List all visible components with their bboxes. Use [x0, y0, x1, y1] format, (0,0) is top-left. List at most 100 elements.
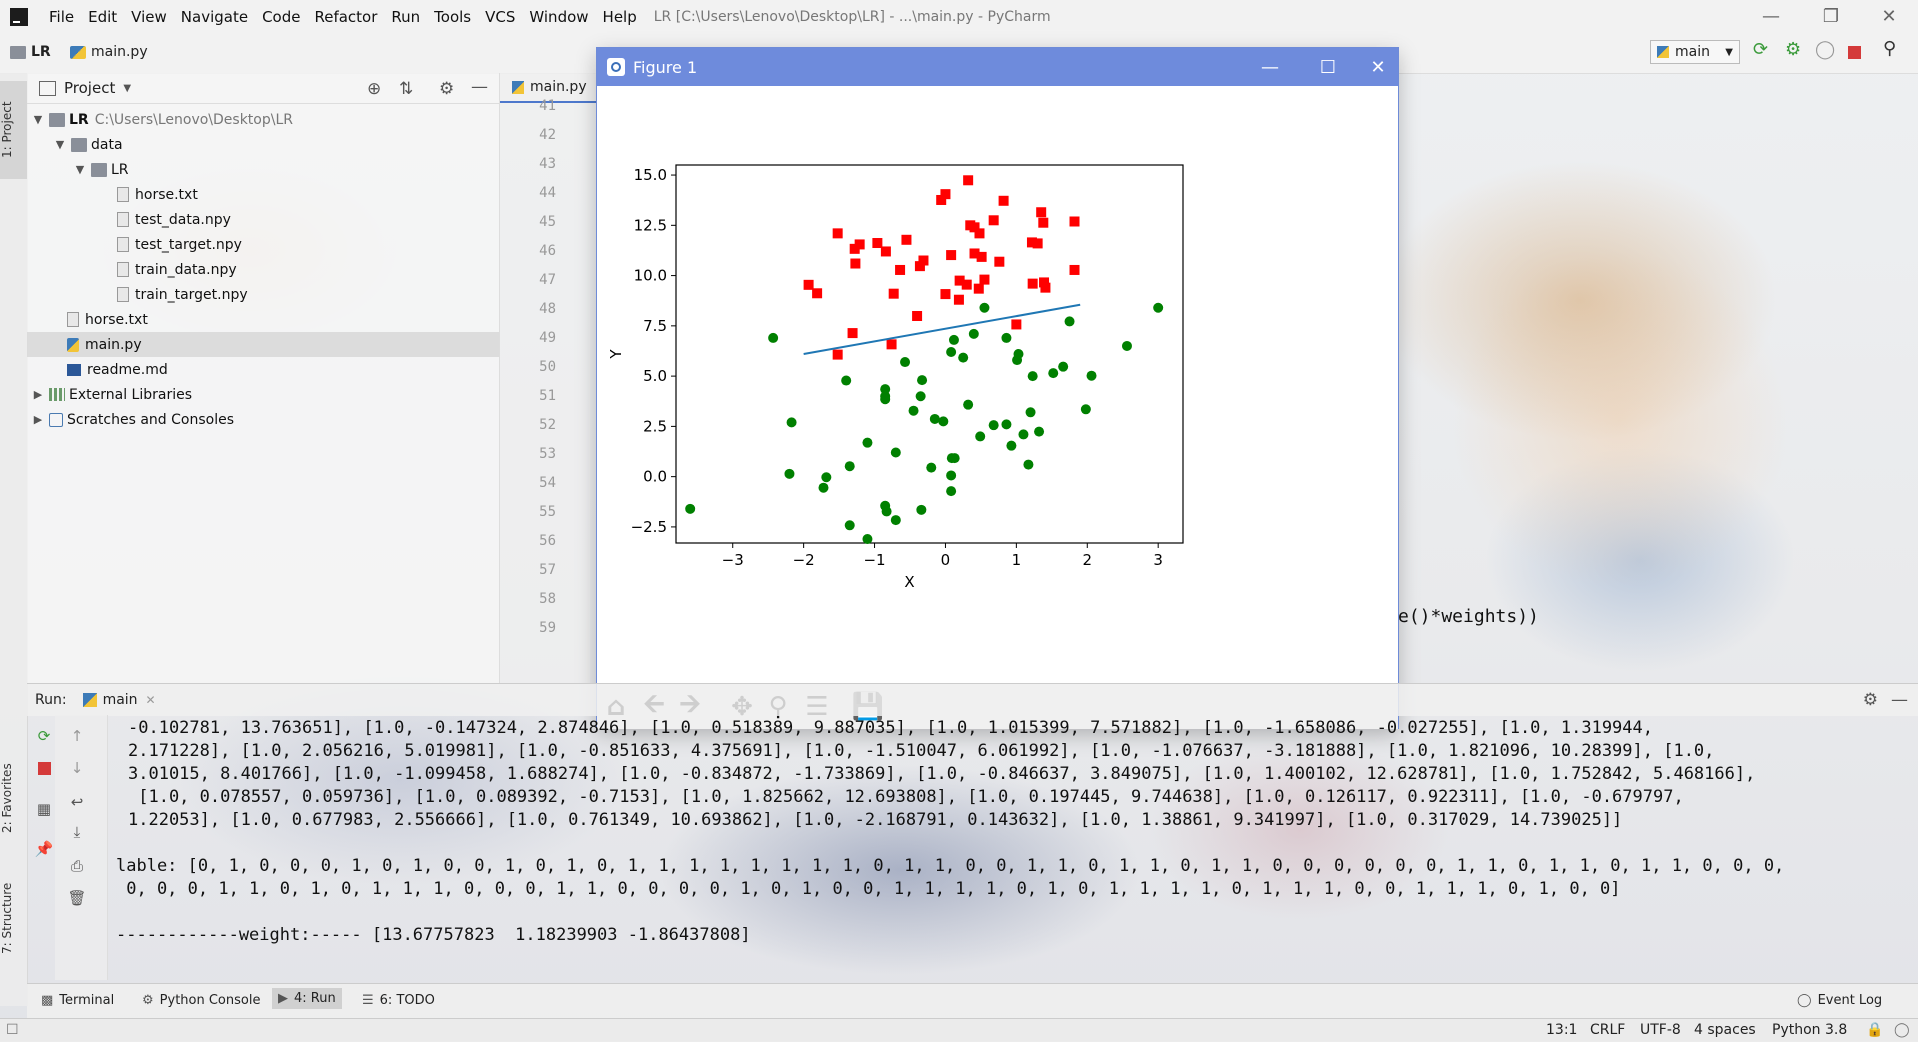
figure-title-bar[interactable]: Figure 1 — ☐ ✕ — [597, 48, 1398, 86]
scroll-to-end-icon[interactable]: ⤓ — [73, 823, 81, 841]
rerun-icon[interactable]: ⟳ — [37, 727, 51, 745]
minimize-button[interactable]: — — [1762, 6, 1780, 27]
editor-tab-label: main.py — [530, 79, 587, 95]
stop-icon[interactable] — [34, 759, 54, 777]
tree-item-label: horse.txt — [135, 186, 198, 203]
project-panel-title[interactable]: Project — [64, 79, 116, 97]
tree-item-horse-txt-nested[interactable]: horse.txt — [117, 182, 198, 207]
tab-python-console[interactable]: ⚙ Python Console — [142, 993, 260, 1008]
search-icon[interactable]: ⚲ — [1883, 38, 1897, 59]
python-console-icon: ⚙ — [142, 993, 154, 1008]
caret-position[interactable]: 13:1 — [1546, 1022, 1578, 1038]
down-arrow-icon[interactable]: ↓ — [70, 759, 84, 777]
menu-refactor[interactable]: Refactor — [314, 7, 378, 26]
green-circle-point — [1027, 371, 1038, 382]
tree-item-main-py[interactable]: main.py — [27, 332, 499, 357]
menu-edit[interactable]: Edit — [88, 7, 118, 26]
notifications-icon[interactable]: ◯ — [1894, 1022, 1910, 1038]
green-circle-point — [900, 357, 911, 368]
rerun-icon[interactable]: ⟳ — [1753, 39, 1769, 60]
layout-toggle-icon[interactable]: ☐ — [6, 1022, 19, 1038]
event-log-button[interactable]: ◯ Event Log — [1797, 993, 1882, 1008]
locate-icon[interactable]: ⊕ — [367, 79, 382, 99]
tab-label: Terminal — [59, 993, 115, 1008]
tree-item-train-data[interactable]: train_data.npy — [117, 257, 237, 282]
code-fragment[interactable]: e()*weights)) — [1398, 606, 1539, 627]
npy-file-icon — [117, 212, 129, 227]
run-tab-main[interactable]: main — [102, 692, 138, 708]
menu-view[interactable]: View — [131, 7, 167, 26]
breadcrumb-project[interactable]: LR — [10, 44, 51, 60]
green-circle-point — [685, 503, 696, 514]
y-tick-label: 5.0 — [643, 367, 667, 385]
editor-tab-main-py[interactable]: main.py — [500, 73, 600, 103]
green-circle-point — [786, 417, 797, 428]
tab-run[interactable]: ▶ 4: Run — [272, 988, 342, 1009]
menu-navigate[interactable]: Navigate — [180, 7, 249, 26]
layout-icon[interactable]: ▦ — [36, 800, 52, 818]
tree-item-train-target[interactable]: train_target.npy — [117, 282, 248, 307]
y-tick-label: 7.5 — [643, 317, 667, 335]
line-separator[interactable]: CRLF — [1590, 1022, 1626, 1038]
menu-tools[interactable]: Tools — [434, 7, 472, 26]
debug-icon[interactable]: ⚙ — [1785, 39, 1802, 60]
tree-item-label: train_target.npy — [135, 286, 248, 303]
green-circle-point — [890, 515, 901, 526]
hide-panel-icon[interactable]: — — [471, 77, 488, 97]
menu-file[interactable]: File — [49, 7, 75, 26]
menu-vcs[interactable]: VCS — [485, 7, 516, 26]
tab-todo[interactable]: ☰ 6: TODO — [362, 993, 435, 1008]
green-circle-point — [1086, 370, 1097, 381]
tree-item-readme[interactable]: readme.md — [67, 357, 168, 382]
pin-icon[interactable]: 📌 — [34, 840, 54, 858]
green-circle-point — [1006, 440, 1017, 451]
python-interpreter[interactable]: Python 3.8 — [1772, 1022, 1848, 1038]
green-circle-point — [818, 482, 829, 493]
structure-tool-tab[interactable]: 7: Structure — [0, 882, 14, 954]
gear-icon[interactable]: ⚙ — [1862, 690, 1878, 710]
restore-button[interactable]: ❐ — [1822, 6, 1840, 27]
tree-item-test-data[interactable]: test_data.npy — [117, 207, 231, 232]
green-circle-point — [844, 461, 855, 472]
coverage-icon[interactable]: ◯ — [1815, 39, 1836, 60]
python-file-icon — [512, 80, 524, 94]
close-button[interactable]: ✕ — [1881, 6, 1897, 27]
favorites-tool-tab[interactable]: 2: Favorites — [0, 763, 14, 833]
menu-help[interactable]: Help — [602, 7, 637, 26]
indent-setting[interactable]: 4 spaces — [1694, 1022, 1756, 1038]
close-tab-icon[interactable]: ✕ — [145, 693, 156, 707]
tree-item-lr[interactable]: ▼ LR — [73, 157, 129, 182]
figure-maximize-button[interactable]: ☐ — [1319, 56, 1337, 78]
stop-icon[interactable] — [1848, 46, 1861, 59]
soft-wrap-icon[interactable]: ↩ — [70, 793, 84, 811]
collapse-all-icon[interactable]: ⇅ — [399, 79, 414, 99]
menu-code[interactable]: Code — [262, 7, 301, 26]
tree-root[interactable]: ▼ LR C:\Users\Lenovo\Desktop\LR — [31, 107, 293, 132]
tree-item-data[interactable]: ▼ data — [53, 132, 123, 157]
print-icon[interactable]: ⎙ — [70, 857, 83, 875]
figure-title: Figure 1 — [633, 57, 698, 77]
red-square-point — [880, 246, 891, 257]
tree-item-external-libraries[interactable]: ▶ External Libraries — [31, 382, 192, 407]
up-arrow-icon[interactable]: ↑ — [70, 727, 84, 745]
menu-window[interactable]: Window — [529, 7, 589, 26]
red-square-point — [1011, 319, 1022, 330]
figure-close-button[interactable]: ✕ — [1370, 56, 1386, 78]
lock-icon[interactable]: 🔒 — [1866, 1022, 1884, 1038]
breadcrumb-file[interactable]: main.py — [70, 44, 148, 60]
trash-icon[interactable]: 🗑 — [67, 889, 87, 907]
tree-item-label: test_data.npy — [135, 211, 231, 228]
file-encoding[interactable]: UTF-8 — [1640, 1022, 1681, 1038]
hide-panel-icon[interactable]: — — [1891, 690, 1908, 710]
line-number: 53 — [539, 446, 556, 462]
tab-terminal[interactable]: ▩ Terminal — [41, 993, 114, 1008]
project-tool-tab[interactable]: 1: Project — [0, 81, 27, 179]
chevron-down-icon[interactable]: ▼ — [123, 82, 132, 94]
menu-run[interactable]: Run — [391, 7, 421, 26]
gear-icon[interactable]: ⚙ — [439, 79, 455, 99]
figure-minimize-button[interactable]: — — [1261, 56, 1279, 78]
run-config-select[interactable]: main ▼ — [1650, 40, 1740, 64]
tree-item-scratches[interactable]: ▶ Scratches and Consoles — [31, 407, 234, 432]
tree-item-horse-txt[interactable]: horse.txt — [67, 307, 148, 332]
tree-item-test-target[interactable]: test_target.npy — [117, 232, 242, 257]
